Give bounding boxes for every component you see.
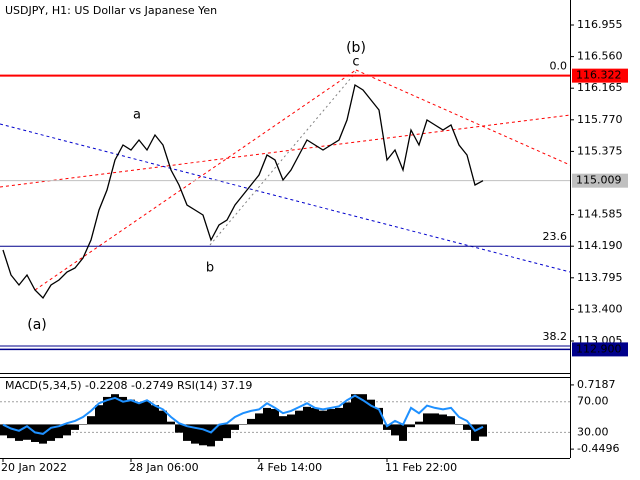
macd-bar (271, 409, 279, 425)
macd-bar (367, 399, 375, 425)
macd-bar (0, 424, 7, 436)
y-tick-label: 116.560 (577, 50, 623, 63)
macd-bar (47, 424, 55, 441)
wave-label: a (133, 108, 141, 123)
macd-bar (279, 416, 287, 425)
macd-bar (351, 394, 359, 425)
price-tag (572, 342, 628, 357)
x-tick-label: 20 Jan 2022 (1, 461, 67, 474)
fib-label: 38.2 (543, 330, 568, 343)
fib-label: 23.6 (543, 230, 568, 243)
macd-bar (255, 413, 263, 425)
wave-label: c (352, 55, 359, 70)
x-tick-label: 11 Feb 22:00 (385, 461, 457, 474)
macd-bar (159, 410, 167, 425)
macd-bar (7, 424, 15, 439)
chart-title: USDJPY, H1: US Dollar vs Japanese Yen (5, 4, 217, 17)
trend-line (34, 69, 357, 291)
macd-bar (223, 424, 231, 439)
macd-bar (87, 416, 95, 425)
wave-label: (b) (346, 40, 366, 56)
macd-bar (415, 421, 423, 425)
macd-bar (311, 407, 319, 425)
macd-bar (111, 394, 119, 425)
macd-bar (135, 402, 143, 425)
macd-bar (295, 410, 303, 425)
macd-bar (23, 424, 31, 440)
macd-bar (407, 424, 415, 428)
x-tick-label: 4 Feb 14:00 (257, 461, 322, 474)
macd-bar (335, 407, 343, 425)
y-tick-label: 114.585 (577, 208, 623, 221)
wave-label: (a) (27, 317, 47, 333)
y-tick-label: 116.165 (577, 81, 623, 94)
y2-tick-label: 70.00 (577, 395, 609, 408)
macd-bar (167, 421, 175, 425)
macd-bar (287, 414, 295, 425)
macd-bar (151, 405, 159, 425)
macd-bar (15, 424, 23, 441)
macd-bar (247, 418, 255, 425)
macd-bar (71, 424, 79, 430)
macd-bar (207, 424, 215, 447)
macd-bar (175, 424, 183, 433)
price-tag-label: 116.322 (576, 69, 622, 82)
macd-bar (239, 424, 247, 425)
macd-bar (439, 414, 447, 425)
macd-bar (95, 405, 103, 425)
macd-bar (303, 406, 311, 425)
indicator-title: MACD(5,34,5) -0.2208 -0.2749 RSI(14) 37.… (5, 379, 252, 392)
price-tag-label: 112.900 (576, 342, 622, 355)
price-tag-label: 115.009 (576, 174, 622, 187)
macd-bar (55, 424, 63, 439)
price-line (2, 83, 484, 300)
y-tick-label: -0.4496 (577, 442, 619, 455)
y-tick-label: 114.190 (577, 239, 623, 252)
macd-bar (359, 394, 367, 425)
macd-bar (431, 413, 439, 425)
y-tick-label: 113.795 (577, 271, 623, 284)
macd-bar (199, 424, 207, 446)
macd-bar (327, 409, 335, 425)
y-tick-label: 115.375 (577, 144, 623, 157)
macd-bar (423, 413, 431, 425)
macd-bar (391, 424, 399, 436)
price-tag (572, 68, 628, 83)
macd-bar (103, 396, 111, 425)
y-tick-label: 115.770 (577, 113, 623, 126)
x-tick-label: 28 Jan 06:00 (129, 461, 199, 474)
macd-bar (471, 424, 479, 441)
macd-bar (479, 424, 487, 437)
macd-bar (231, 424, 239, 430)
macd-bar (263, 407, 271, 425)
y-tick-label: 113.400 (577, 302, 623, 315)
macd-bar (343, 402, 351, 425)
fib-label: 0.0 (550, 60, 568, 73)
macd-bar (215, 424, 223, 441)
y-tick-label: 116.955 (577, 18, 623, 31)
macd-bar (183, 424, 191, 441)
y-tick-label: 0.7187 (577, 378, 616, 391)
macd-bar (399, 424, 407, 441)
rsi-line (2, 394, 484, 435)
trend-line (0, 123, 571, 273)
macd-bar (375, 407, 383, 425)
macd-bar (79, 424, 87, 425)
macd-bar (119, 396, 127, 425)
macd-bar (463, 424, 471, 430)
price-tag (572, 173, 628, 188)
macd-bar (455, 424, 463, 425)
macd-bar (127, 399, 135, 425)
wave-label: b (206, 261, 214, 276)
macd-bar (447, 416, 455, 425)
macd-bar (143, 401, 151, 425)
macd-bar (191, 424, 199, 444)
y2-tick-label: 30.00 (577, 425, 609, 438)
macd-bar (63, 424, 71, 436)
macd-bar (319, 410, 327, 425)
